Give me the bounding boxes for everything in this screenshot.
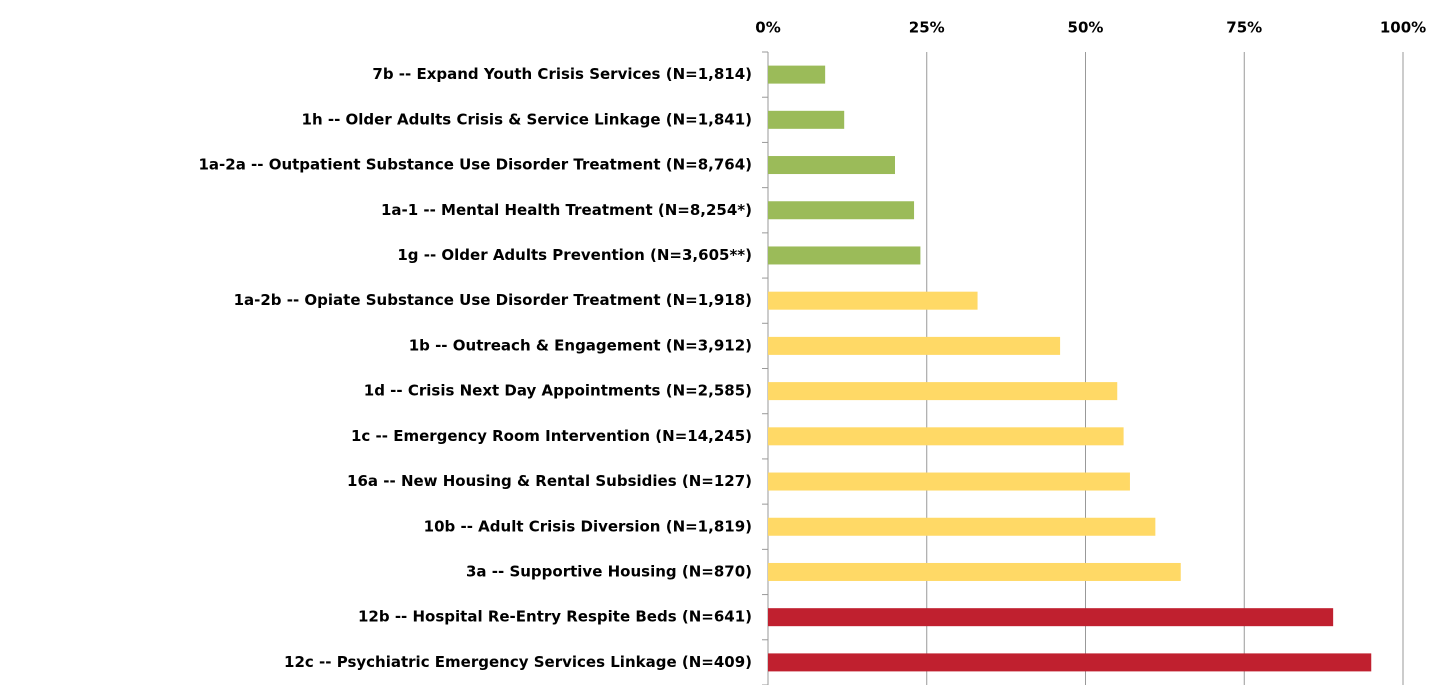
bar: [768, 65, 826, 84]
bar: [768, 562, 1181, 581]
y-tick-label: 12b -- Hospital Re-Entry Respite Beds (N…: [358, 608, 752, 626]
bar: [768, 517, 1156, 536]
bar: [768, 382, 1118, 401]
x-tick-label: 25%: [909, 19, 945, 37]
y-tick-label: 1a-2b -- Opiate Substance Use Disorder T…: [234, 291, 752, 309]
x-tick-label: 75%: [1226, 19, 1262, 37]
y-tick-label: 1b -- Outreach & Engagement (N=3,912): [409, 336, 752, 354]
y-tick-label: 1a-1 -- Mental Health Treatment (N=8,254…: [381, 201, 752, 219]
x-tick-label: 100%: [1380, 19, 1426, 37]
y-tick-label: 1a-2a -- Outpatient Substance Use Disord…: [198, 156, 752, 174]
bar: [768, 608, 1334, 627]
bar: [768, 336, 1061, 355]
bar: [768, 653, 1372, 672]
y-tick-label: 10b -- Adult Crisis Diversion (N=1,819): [424, 517, 752, 535]
x-tick-label: 50%: [1068, 19, 1104, 37]
bar: [768, 110, 845, 129]
bar: [768, 472, 1130, 491]
y-tick-label: 12c -- Psychiatric Emergency Services Li…: [284, 653, 752, 671]
bar: [768, 201, 915, 220]
y-tick-label: 1h -- Older Adults Crisis & Service Link…: [302, 110, 752, 128]
y-tick-label: 16a -- New Housing & Rental Subsidies (N…: [347, 472, 752, 490]
y-tick-label: 7b -- Expand Youth Crisis Services (N=1,…: [372, 65, 752, 83]
bar: [768, 427, 1124, 446]
bar: [768, 291, 978, 310]
x-tick-label: 0%: [755, 19, 780, 37]
y-tick-label: 1g -- Older Adults Prevention (N=3,605**…: [397, 246, 752, 264]
bar: [768, 156, 895, 175]
y-tick-label: 1d -- Crisis Next Day Appointments (N=2,…: [364, 382, 752, 400]
y-tick-label: 3a -- Supportive Housing (N=870): [466, 562, 752, 580]
bar: [768, 246, 921, 265]
y-tick-label: 1c -- Emergency Room Intervention (N=14,…: [351, 427, 752, 445]
